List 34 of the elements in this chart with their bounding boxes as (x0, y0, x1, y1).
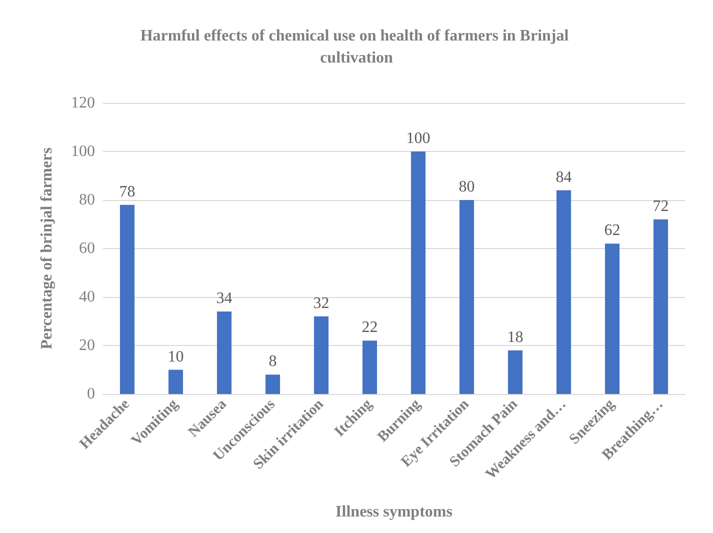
data-label: 62 (604, 222, 620, 240)
y-tick-label: 40 (79, 288, 95, 306)
data-label: 78 (119, 183, 136, 200)
data-label: 8 (268, 353, 277, 370)
bar (314, 316, 329, 394)
data-label: 22 (362, 319, 378, 336)
bar (556, 190, 572, 394)
y-tick-label: 60 (79, 240, 95, 257)
bar (459, 200, 474, 394)
data-label: 18 (507, 328, 524, 346)
y-tick-label: 120 (71, 94, 95, 112)
chart-title: Harmful effects of chemical use on health of farmers in Brinjal cultivation (140, 28, 573, 66)
y-axis-title: Percentage of brinjal farmers (38, 148, 56, 350)
data-label: 100 (406, 130, 430, 147)
data-label: 32 (313, 294, 330, 312)
data-label: 72 (652, 198, 669, 215)
y-tick-label: 0 (87, 386, 95, 402)
bar (216, 312, 232, 394)
data-label: 34 (216, 290, 232, 308)
data-label: 80 (458, 178, 475, 196)
bar (653, 219, 668, 394)
bar (604, 244, 620, 394)
y-tick-label: 100 (71, 143, 95, 160)
data-label: 84 (556, 168, 572, 186)
y-tick-label: 80 (79, 192, 95, 208)
bar (120, 204, 135, 394)
x-axis-title: Illness symptoms (336, 504, 452, 520)
bar (362, 340, 378, 394)
bar (410, 152, 426, 394)
bar (508, 350, 523, 394)
bar (265, 374, 280, 394)
bar (168, 370, 184, 394)
data-label: 10 (168, 348, 184, 366)
y-tick-label: 20 (79, 337, 95, 354)
